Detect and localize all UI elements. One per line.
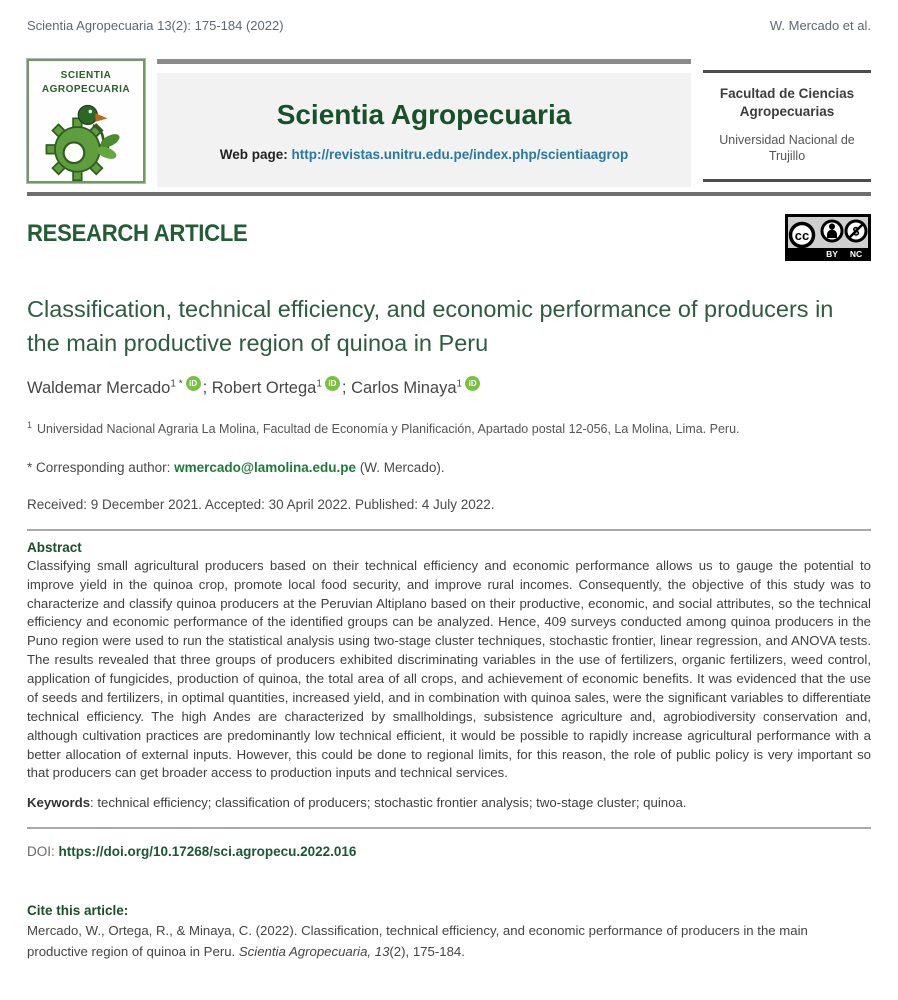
article-type-row: RESEARCH ARTICLE cc $ BY NC: [27, 214, 871, 266]
article-title: Classification, technical efficiency, an…: [27, 296, 834, 357]
affiliation-superscript: 1: [27, 419, 33, 430]
corresponding-author-line: * Corresponding author: wmercado@lamolin…: [27, 460, 871, 475]
keywords-text: : technical efficiency; classification o…: [90, 795, 687, 811]
affiliation-line: 1 Universidad Nacional Agraria La Molina,…: [27, 420, 871, 436]
abstract-heading: Abstract: [27, 539, 82, 555]
author-name: Carlos Minaya1: [351, 378, 463, 397]
running-header: Scientia Agropecuaria 13(2): 175-184 (20…: [27, 18, 871, 33]
author-name: Robert Ortega1: [211, 378, 322, 397]
corresponding-email-link[interactable]: wmercado@lamolina.edu.pe: [174, 459, 357, 475]
orcid-icon[interactable]: iD: [185, 376, 201, 392]
university-name: Universidad Nacional de Trujillo: [719, 133, 855, 164]
affiliation-text: Universidad Nacional Agraria La Molina, …: [37, 421, 740, 436]
masthead-divider: [27, 192, 871, 196]
authors-line: Waldemar Mercado1 * iD; Robert Ortega1 iD;…: [27, 376, 871, 398]
keywords-label: Keywords: [27, 795, 91, 811]
cite-heading: Cite this article:: [27, 903, 129, 919]
cite-text-end: (2), 175-184.: [389, 943, 465, 959]
doi-link[interactable]: https://doi.org/10.17268/sci.agropecu.20…: [58, 844, 357, 860]
svg-text:NC: NC: [850, 249, 862, 259]
journal-masthead: SCIENTIA AGROPECUARIA: [27, 59, 871, 187]
masthead-center: Scientia Agropecuaria Web page: http://r…: [157, 59, 691, 187]
gear-bird-leaf-logo-icon: [43, 96, 129, 187]
webpage-label: Web page:: [219, 146, 288, 162]
journal-title: Scientia Agropecuaria: [276, 98, 572, 130]
section-divider: [27, 827, 871, 830]
author-name: Waldemar Mercado1 *: [27, 378, 183, 397]
cite-text-start: Mercado, W., Ortega, R., & Minaya, C. (2…: [27, 923, 808, 959]
masthead-top-bar: [157, 59, 691, 64]
article-type-label: RESEARCH ARTICLE: [27, 220, 248, 247]
cite-journal-italic: Scientia Agropecuaria, 13: [238, 943, 390, 959]
doi-label: DOI:: [27, 844, 59, 860]
faculty-name: Facultad de Ciencias Agropecuarias: [719, 86, 855, 119]
article-dates: Received: 9 December 2021. Accepted: 30 …: [27, 496, 495, 512]
running-header-citation: Scientia Agropecuaria 13(2): 175-184 (20…: [27, 18, 284, 33]
webpage-line: Web page: http://revistas.unitru.edu.pe/…: [220, 147, 629, 162]
author-separator: ;: [341, 378, 352, 397]
cite-text: Mercado, W., Ortega, R., & Minaya, C. (2…: [27, 921, 827, 962]
author-separator: ;: [202, 378, 212, 397]
svg-text:cc: cc: [795, 228, 809, 243]
webpage-url-link[interactable]: http://revistas.unitru.edu.pe/index.php/…: [291, 146, 629, 162]
running-header-authors: W. Mercado et al.: [769, 18, 871, 33]
keywords-line: Keywords: technical efficiency; classifi…: [27, 795, 871, 810]
doi-line: DOI: https://doi.org/10.17268/sci.agrope…: [27, 844, 871, 859]
corresponding-suffix: (W. Mercado).: [356, 459, 445, 475]
cc-by-nc-license-icon[interactable]: cc $ BY NC: [785, 214, 871, 266]
masthead-faculty-block: Facultad de Ciencias Agropecuarias Unive…: [703, 70, 871, 182]
journal-logo: SCIENTIA AGROPECUARIA: [27, 59, 145, 183]
orcid-icon[interactable]: iD: [465, 376, 481, 392]
abstract-text: Classifying small agricultural producers…: [27, 557, 871, 781]
article-first-page: Scientia Agropecuaria 13(2): 175-184 (20…: [27, 18, 871, 962]
section-divider: [27, 528, 871, 531]
masthead-panel: Scientia Agropecuaria Web page: http://r…: [157, 73, 691, 187]
journal-logo-text: SCIENTIA AGROPECUARIA: [41, 70, 131, 95]
orcid-icon[interactable]: iD: [324, 376, 340, 392]
svg-text:BY: BY: [826, 249, 838, 259]
corresponding-prefix: * Corresponding author:: [27, 459, 175, 475]
